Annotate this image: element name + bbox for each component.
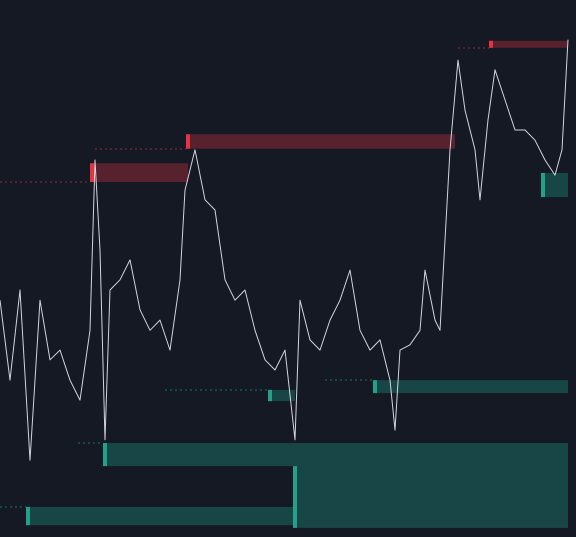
zone: [373, 380, 568, 394]
zone-edge: [186, 134, 190, 149]
zone: [489, 40, 568, 48]
zone-edge: [90, 163, 94, 183]
zone: [26, 506, 295, 526]
zone-edge: [373, 380, 377, 394]
zone-edge: [489, 40, 493, 48]
zone: [90, 163, 188, 183]
zone-edge: [26, 506, 30, 526]
zone-edge: [541, 172, 545, 198]
zone: [186, 134, 455, 149]
zone-edge: [293, 466, 297, 528]
zone: [103, 443, 568, 467]
zone-edge: [103, 443, 107, 467]
guide-lines: [0, 47, 489, 508]
zone: [268, 389, 295, 402]
zone-edge: [268, 389, 272, 402]
price-line: [0, 39, 569, 461]
zone: [293, 466, 568, 528]
zone: [541, 172, 568, 198]
